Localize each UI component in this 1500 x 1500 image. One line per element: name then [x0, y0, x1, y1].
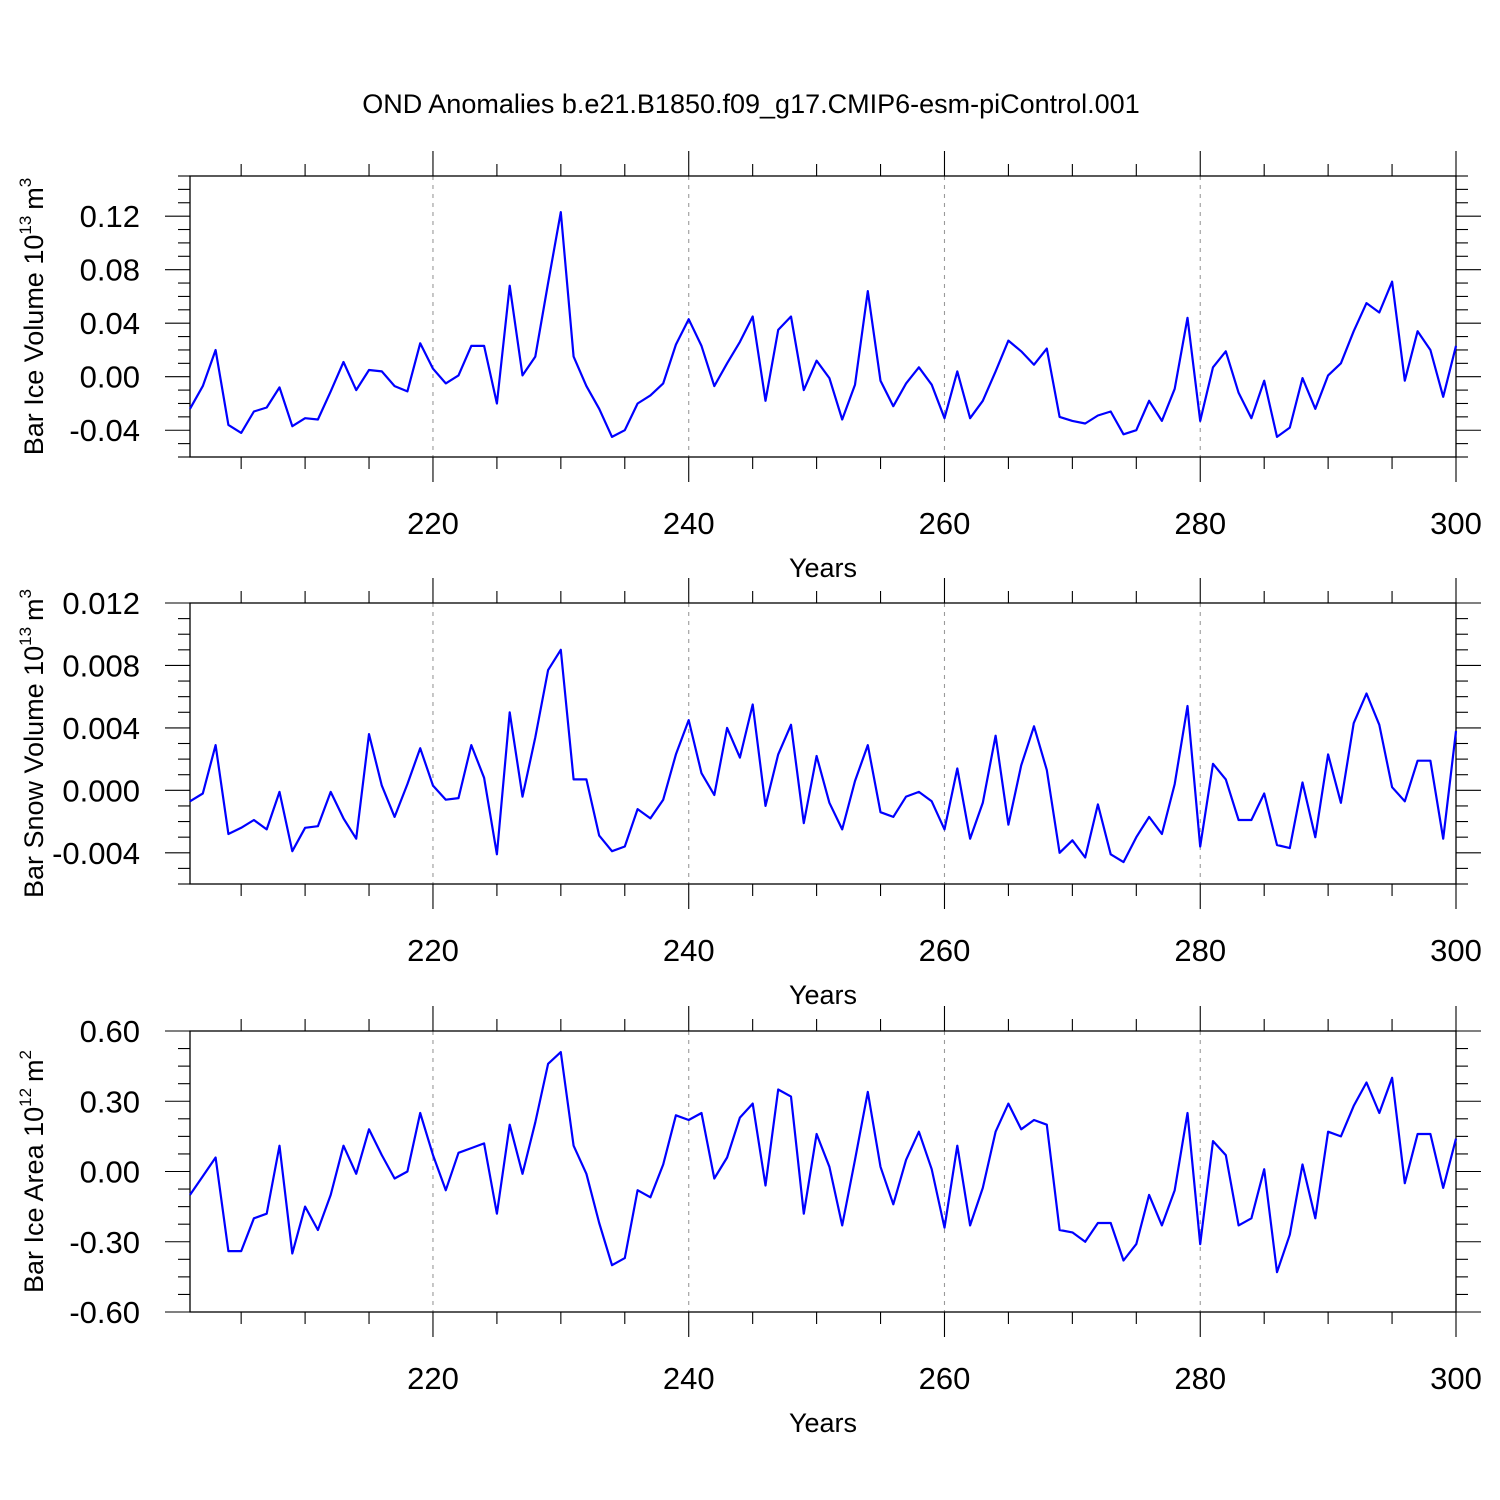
series-line	[189, 211, 1458, 438]
x-tick-label: 220	[407, 506, 459, 541]
y-axis-label-main: Bar Ice Area 10	[19, 1107, 49, 1293]
plot-frame	[189, 602, 1457, 885]
y-tick-label: 0.30	[80, 1084, 140, 1119]
x-axis-label: Years	[789, 1408, 857, 1438]
y-tick-label: -0.004	[52, 836, 140, 871]
panels: -0.04 0.00 0.04 0.08 0.12 220 240 260 280 300 Year…	[16, 151, 1482, 1438]
x-tick-label: 240	[663, 506, 715, 541]
series-line	[189, 648, 1458, 864]
y-tick-label: -0.04	[69, 413, 140, 448]
x-tick-label: 260	[919, 506, 971, 541]
x-tick-label: 220	[407, 1361, 459, 1396]
y-tick-label: 0.04	[80, 306, 140, 341]
y-axis-label-unit-exponent: 3	[16, 178, 35, 187]
x-tick-label: 240	[663, 933, 715, 968]
x-tick-label: 300	[1430, 933, 1482, 968]
chart-title: OND Anomalies b.e21.B1850.f09_g17.CMIP6-…	[362, 89, 1139, 119]
x-axis-label: Years	[789, 553, 857, 583]
y-axis-label-main: Bar Ice Volume 10	[19, 235, 49, 456]
y-axis-label-exponent: 12	[16, 1088, 35, 1107]
y-tick-label: 0.12	[80, 199, 140, 234]
x-tick-label: 300	[1430, 506, 1482, 541]
x-tick-label: 240	[663, 1361, 715, 1396]
x-tick-label: 260	[919, 933, 971, 968]
x-tick-label: 300	[1430, 1361, 1482, 1396]
y-tick-label: 0.004	[62, 711, 140, 746]
y-axis-label: Bar Ice Volume 1013 m3	[16, 178, 49, 456]
y-tick-label: 0.00	[80, 360, 140, 395]
plot-frame	[189, 1030, 1457, 1313]
y-axis-label-unit: m	[19, 187, 49, 210]
y-tick-label: 0.012	[62, 586, 140, 621]
y-tick-label: 0.008	[62, 648, 140, 683]
y-tick-label: 0.00	[80, 1155, 140, 1190]
y-axis-label-main: Bar Snow Volume 10	[19, 646, 49, 898]
x-tick-label: 280	[1174, 506, 1226, 541]
y-axis-label-unit-exponent: 2	[16, 1050, 35, 1059]
y-tick-label: 0.08	[80, 253, 140, 288]
y-axis-label-unit: m	[19, 598, 49, 621]
x-tick-label: 260	[919, 1361, 971, 1396]
series-line	[189, 1050, 1458, 1274]
x-axis-label: Years	[789, 980, 857, 1010]
y-tick-label: 0.60	[80, 1014, 140, 1049]
panel-3: -0.60 -0.30 0.00 0.30 0.60 220 240 260 280 300 Yea…	[16, 1006, 1482, 1438]
y-axis-label: Bar Snow Volume 1013 m3	[16, 589, 49, 898]
panel-1: -0.04 0.00 0.04 0.08 0.12 220 240 260 280 300 Year…	[16, 151, 1482, 583]
panel-2: -0.004 0.000 0.004 0.008 0.012 220 240 260 280 30…	[16, 578, 1482, 1010]
y-axis-label-exponent: 13	[16, 216, 35, 235]
y-tick-label: 0.000	[62, 773, 140, 808]
x-tick-label: 280	[1174, 1361, 1226, 1396]
plot-frame	[189, 175, 1457, 458]
y-axis-label-unit: m	[19, 1059, 49, 1082]
y-axis-label-unit-exponent: 3	[16, 589, 35, 598]
y-tick-label: -0.60	[69, 1295, 140, 1330]
y-axis-label: Bar Ice Area 1012 m2	[16, 1050, 49, 1293]
x-tick-label: 220	[407, 933, 459, 968]
y-axis-label-exponent: 13	[16, 627, 35, 646]
x-tick-label: 280	[1174, 933, 1226, 968]
y-tick-label: -0.30	[69, 1225, 140, 1260]
